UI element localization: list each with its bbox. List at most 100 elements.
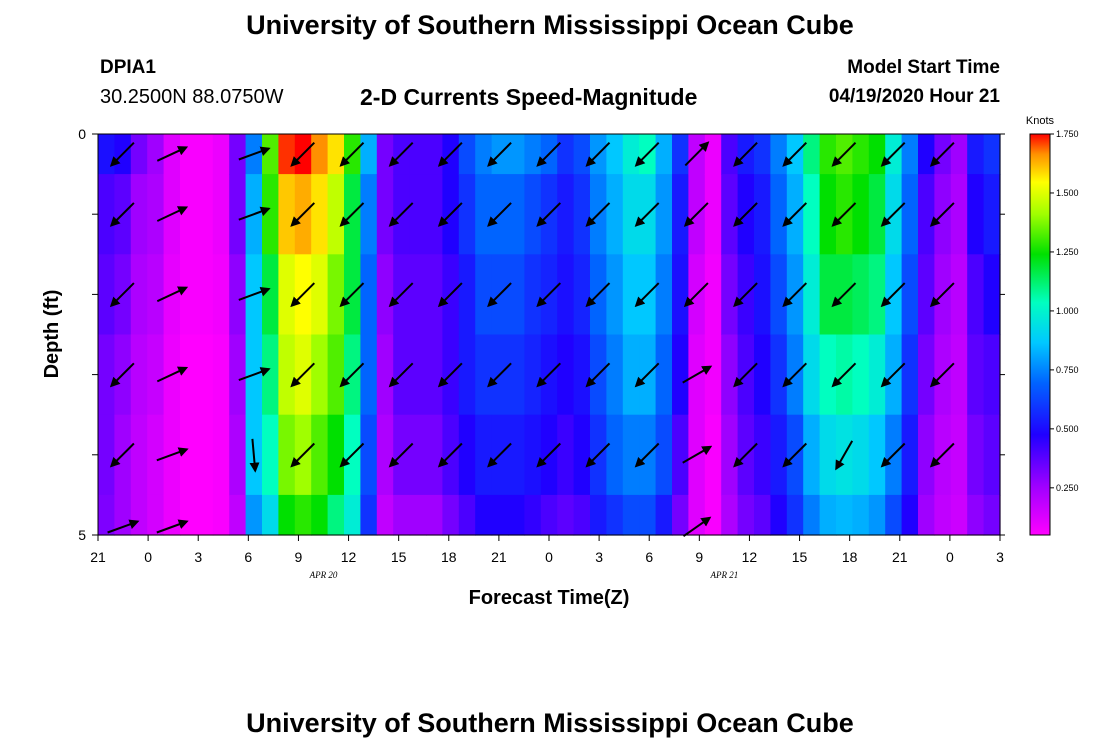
date-label: APR 21 — [710, 570, 739, 580]
axes: 21 0 3 6 9 12 15 18 21 0 3 6 9 12 15 18 21 0 3 APR 20 APR 21… — [41, 126, 1005, 609]
heat-cell — [180, 134, 197, 175]
current-vector — [634, 362, 660, 388]
heat-cell — [688, 494, 706, 536]
page-title-repeat: University of Southern Mississippi Ocean… — [246, 708, 854, 738]
x-tick-label: 3 — [595, 549, 603, 565]
heat-cell — [212, 254, 230, 336]
heat-cell — [426, 494, 443, 536]
heat-cell — [262, 254, 279, 336]
heat-cell — [852, 134, 870, 175]
heat-cell — [458, 134, 476, 175]
current-vector — [388, 282, 414, 308]
heat-cell — [229, 254, 247, 336]
heat-cell — [704, 134, 722, 175]
heat-cell — [770, 334, 788, 416]
heat-cell — [573, 494, 591, 536]
heat-cell — [573, 254, 591, 336]
heat-cell — [803, 254, 821, 336]
heat-cell — [852, 494, 870, 536]
heat-cell — [212, 494, 230, 536]
chart-subtitle: 2-D Currents Speed-Magnitude — [360, 84, 698, 110]
heat-cell — [803, 134, 821, 175]
heat-cell — [311, 494, 329, 536]
heat-cell — [327, 174, 345, 255]
heat-cell — [229, 494, 247, 536]
heat-cell — [983, 254, 1001, 336]
heat-cell — [426, 174, 443, 255]
heat-cell — [655, 334, 673, 416]
heat-cell — [409, 414, 427, 496]
heat-cell — [180, 414, 197, 496]
heat-cell — [868, 174, 886, 255]
heat-cell — [426, 414, 443, 496]
heat-cell — [606, 254, 624, 336]
heat-cell — [360, 414, 378, 496]
current-vector — [238, 286, 271, 301]
heat-cell — [655, 254, 673, 336]
current-vector — [683, 282, 709, 308]
heat-cell — [130, 494, 148, 536]
heat-cell — [327, 134, 345, 175]
model-start-value: 04/19/2020 Hour 21 — [828, 86, 1000, 107]
current-vector — [249, 438, 260, 473]
current-vector — [339, 141, 365, 167]
heat-cell — [836, 494, 853, 536]
heat-cell — [311, 134, 329, 175]
date-label: APR 20 — [309, 570, 338, 580]
x-tick-label: 21 — [892, 549, 908, 565]
heat-cell — [327, 254, 345, 336]
current-vector — [585, 442, 611, 468]
heat-cell — [672, 494, 689, 536]
heat-cell — [852, 414, 870, 496]
heat-cell — [622, 494, 640, 536]
heat-cell — [754, 254, 771, 336]
heat-cell — [409, 334, 427, 416]
heat-cell — [245, 494, 263, 536]
current-vector — [880, 362, 906, 388]
station-id: DPIA1 — [100, 57, 156, 78]
current-vector — [109, 362, 135, 388]
heat-cell — [98, 174, 115, 255]
heat-cell — [885, 494, 903, 536]
heat-cell — [868, 134, 886, 175]
colorbar-tick-label: 1.000 — [1056, 306, 1079, 316]
colorbar-tick-label: 1.250 — [1056, 247, 1079, 257]
heat-cell — [196, 334, 214, 416]
x-tick-label: 0 — [144, 549, 152, 565]
heat-cell — [901, 334, 919, 416]
heat-cell — [721, 174, 739, 255]
heat-cell — [524, 494, 542, 536]
heat-cell — [475, 494, 493, 536]
current-vector — [290, 141, 316, 167]
heat-cell — [573, 414, 591, 496]
colorbar-tick-label: 1.500 — [1056, 188, 1079, 198]
heat-cell — [196, 494, 214, 536]
heat-cell — [262, 334, 279, 416]
current-vector — [929, 141, 955, 167]
heat-cell — [983, 334, 1001, 416]
current-vectors — [107, 141, 955, 538]
heat-cell — [721, 134, 739, 175]
heat-cell — [852, 254, 870, 336]
x-tick-label: 6 — [645, 549, 653, 565]
heat-cell — [458, 494, 476, 536]
heat-cell — [950, 254, 968, 336]
current-vector — [880, 141, 906, 167]
heat-cell — [918, 494, 935, 536]
heat-cell — [147, 334, 165, 416]
model-start-label: Model Start Time — [847, 57, 1000, 78]
current-vector — [536, 442, 562, 468]
current-vector — [290, 282, 316, 308]
heat-cell — [557, 334, 575, 416]
heat-cell — [196, 414, 214, 496]
current-vector — [733, 282, 758, 308]
current-vector — [585, 202, 611, 227]
current-vector — [487, 282, 512, 308]
heat-cell — [967, 134, 985, 175]
heat-cell — [393, 494, 411, 536]
current-vector — [388, 141, 414, 167]
current-vector — [634, 141, 660, 167]
heat-cell — [868, 494, 886, 536]
current-vector — [831, 202, 857, 227]
current-vector — [156, 366, 189, 383]
